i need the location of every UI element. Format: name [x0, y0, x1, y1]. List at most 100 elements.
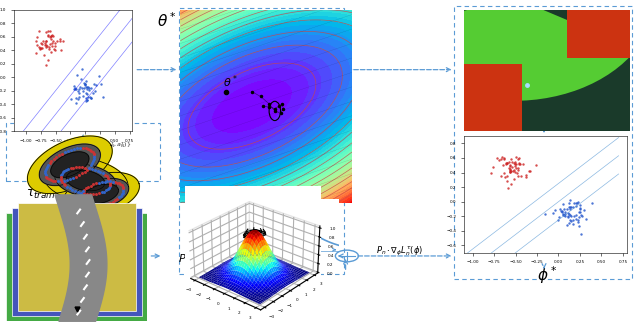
- Point: [565, 206, 575, 211]
- X-axis label: feature 1: feature 1: [64, 144, 83, 148]
- Point: [77, 85, 87, 90]
- Point: [505, 169, 515, 174]
- Point: [88, 90, 99, 95]
- Point: [574, 209, 584, 214]
- Point: [46, 33, 56, 39]
- Point: [499, 155, 509, 160]
- Point: [40, 62, 51, 67]
- Point: [41, 38, 51, 43]
- Point: [58, 38, 68, 43]
- Point: [77, 94, 88, 99]
- Point: [564, 213, 575, 218]
- Point: [34, 44, 44, 49]
- Point: [565, 205, 575, 210]
- Point: [49, 46, 60, 52]
- Point: [509, 177, 519, 182]
- Point: [573, 220, 583, 225]
- Polygon shape: [28, 136, 112, 193]
- Polygon shape: [74, 179, 129, 209]
- Point: [97, 95, 108, 100]
- Polygon shape: [51, 152, 89, 178]
- Point: [35, 46, 45, 51]
- Point: [559, 212, 570, 217]
- Point: [514, 160, 524, 165]
- Point: [81, 90, 91, 96]
- Point: [521, 174, 531, 179]
- Point: [503, 185, 513, 191]
- Point: [74, 86, 84, 91]
- Point: [71, 100, 81, 106]
- Point: [82, 85, 92, 90]
- Point: [505, 163, 515, 168]
- Point: [531, 162, 541, 168]
- Point: [511, 165, 522, 170]
- Point: [500, 175, 510, 180]
- Point: [566, 214, 576, 219]
- Point: [562, 223, 572, 228]
- Point: [56, 48, 66, 53]
- Point: [79, 80, 89, 86]
- Point: [521, 172, 531, 177]
- Point: [510, 159, 520, 165]
- Point: [91, 82, 101, 87]
- Point: [557, 209, 567, 214]
- Point: [32, 43, 42, 48]
- Point: [72, 73, 82, 78]
- Point: [502, 179, 512, 184]
- Point: [502, 160, 512, 165]
- Point: [37, 45, 47, 50]
- Point: [560, 212, 570, 217]
- Point: [74, 95, 84, 100]
- Point: [564, 220, 575, 226]
- Point: [41, 39, 51, 44]
- Point: [37, 41, 47, 47]
- Point: [486, 171, 496, 176]
- Point: [513, 165, 523, 170]
- Point: [69, 83, 79, 88]
- Point: [510, 162, 520, 167]
- Point: [564, 198, 575, 203]
- Point: [557, 212, 568, 217]
- Point: [572, 201, 582, 206]
- Bar: [543, 168, 552, 173]
- Point: [499, 170, 509, 176]
- Point: [511, 161, 521, 167]
- Point: [40, 53, 50, 58]
- Point: [515, 174, 525, 179]
- Point: [86, 85, 96, 90]
- Text: $\theta^*$: $\theta^*$: [157, 12, 177, 30]
- Point: [501, 161, 511, 167]
- Point: [95, 81, 106, 87]
- Point: [70, 85, 80, 90]
- Text: $\{(s^1_0,a^1_0),...(s^\tau_N,a^\tau_N)\}$: $\{(s^1_0,a^1_0),...(s^\tau_N,a^\tau_N)\…: [67, 139, 132, 150]
- Point: [46, 37, 56, 42]
- Point: [513, 156, 524, 161]
- Point: [556, 209, 566, 214]
- Text: $P_n \cdot \nabla_\phi L_n^\tau(\phi)$: $P_n \cdot \nabla_\phi L_n^\tau(\phi)$: [376, 245, 424, 258]
- Bar: [454, 6, 632, 279]
- Point: [575, 205, 585, 210]
- Point: [44, 44, 54, 49]
- Point: [44, 47, 54, 52]
- Point: [38, 38, 48, 43]
- Point: [45, 33, 56, 38]
- Polygon shape: [67, 170, 105, 191]
- Point: [587, 200, 597, 205]
- Point: [506, 157, 516, 162]
- Point: [564, 201, 574, 206]
- Polygon shape: [483, 160, 610, 240]
- Point: [494, 157, 504, 162]
- Point: [42, 43, 52, 49]
- Point: [45, 34, 56, 40]
- Point: [513, 156, 524, 162]
- Bar: [6, 123, 160, 181]
- Point: [81, 84, 92, 89]
- Polygon shape: [55, 164, 116, 197]
- Point: [79, 83, 90, 88]
- Point: [513, 174, 523, 179]
- Point: [553, 217, 563, 222]
- Point: [572, 217, 582, 223]
- Polygon shape: [43, 157, 128, 203]
- Point: [82, 98, 92, 103]
- Point: [497, 155, 507, 160]
